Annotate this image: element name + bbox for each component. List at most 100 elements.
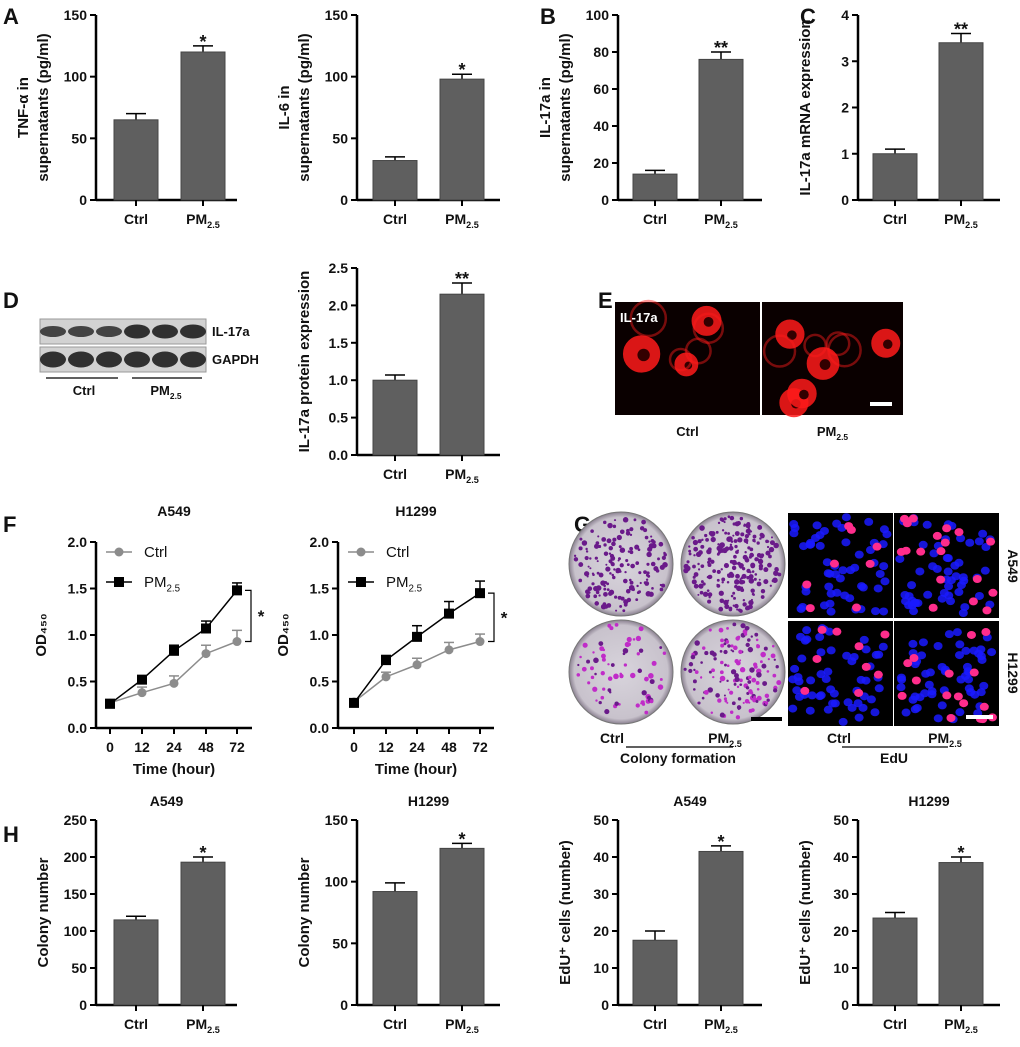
- colony: [758, 563, 764, 569]
- colony: [720, 638, 724, 643]
- dapi-nucleus: [789, 520, 799, 529]
- colony: [700, 544, 705, 549]
- y-tick-label: 0: [340, 192, 348, 208]
- edu-caption: EdU: [880, 750, 908, 766]
- dapi-nucleus: [978, 529, 988, 538]
- chart-title: H1299: [908, 793, 949, 809]
- blot-band: [124, 324, 150, 339]
- colony: [737, 697, 742, 701]
- y-tick-label: 50: [593, 812, 609, 828]
- colony: [638, 626, 644, 632]
- dapi-nucleus: [974, 537, 984, 546]
- colony: [766, 670, 770, 673]
- colony: [773, 542, 779, 549]
- dapi-nucleus: [861, 676, 871, 685]
- colony: [734, 659, 739, 664]
- edu-positive-nucleus: [896, 547, 906, 556]
- colony: [700, 564, 705, 569]
- colony: [691, 579, 697, 585]
- colony: [627, 642, 631, 647]
- colony: [748, 578, 755, 584]
- colony: [700, 661, 703, 664]
- y-tick-label: 2.0: [329, 297, 349, 313]
- cell: [692, 312, 725, 344]
- panel-letter-E: E: [598, 288, 613, 313]
- dapi-nucleus: [929, 549, 939, 558]
- colony: [731, 565, 737, 571]
- scale-bar: [751, 717, 782, 721]
- x-tick-label: PM2.5: [704, 211, 738, 230]
- y-tick-label: 40: [593, 118, 609, 134]
- chart-H4: 0 10 20 30 40 50 EdU⁺ cells (number) H1299 Ctrl P…: [797, 793, 1000, 1035]
- x-tick-label: Ctrl: [124, 1016, 148, 1032]
- dapi-nucleus: [956, 534, 966, 543]
- colony: [747, 575, 750, 579]
- colony: [739, 667, 746, 673]
- y-tick-label: 0: [601, 192, 609, 208]
- colony: [614, 623, 619, 627]
- x-tick-label: Ctrl: [383, 211, 407, 227]
- colony: [629, 527, 634, 532]
- colony: [769, 540, 775, 546]
- colony: [629, 533, 633, 537]
- y-axis-label: IL-6 in: [276, 85, 293, 129]
- x-tick-label: Ctrl: [383, 466, 407, 482]
- bar-Ctrl: [872, 153, 918, 201]
- colony: [740, 623, 746, 629]
- colony: [639, 526, 645, 531]
- colony: [748, 599, 754, 606]
- colony: [601, 537, 607, 542]
- significance-marker: **: [954, 20, 968, 40]
- colony: [703, 689, 709, 695]
- colony: [709, 531, 716, 537]
- edu-positive-nucleus: [865, 559, 875, 568]
- colony: [581, 666, 587, 672]
- colony: [741, 566, 746, 571]
- dapi-nucleus: [909, 607, 919, 616]
- colony: [767, 658, 770, 661]
- colony: [737, 537, 743, 543]
- y-tick-label: 1.5: [310, 581, 330, 597]
- data-point-PM2.5: [444, 608, 454, 619]
- colony: [729, 515, 735, 521]
- bar-Ctrl: [632, 939, 678, 1006]
- colony: [742, 602, 747, 607]
- edu-positive-nucleus: [873, 670, 883, 679]
- colony: [760, 651, 766, 658]
- colony: [730, 669, 737, 675]
- dapi-nucleus: [854, 550, 864, 559]
- significance-marker: *: [258, 607, 265, 626]
- y-axis-label: IL-17a protein expression: [296, 271, 313, 453]
- colony: [705, 537, 709, 542]
- dapi-nucleus: [974, 591, 984, 600]
- data-point-PM2.5: [232, 585, 242, 596]
- dapi-nucleus: [812, 521, 822, 530]
- colony: [761, 663, 767, 669]
- y-tick-label: 1.0: [310, 627, 330, 643]
- bar-Ctrl: [113, 119, 159, 201]
- y-axis-label: supernatants (pg/ml): [557, 33, 574, 181]
- colony: [729, 710, 734, 715]
- dapi-nucleus: [879, 562, 889, 571]
- dapi-nucleus: [979, 681, 989, 690]
- colony: [777, 572, 782, 577]
- colony: [697, 593, 700, 596]
- label-main: PM: [944, 211, 965, 227]
- colony: [603, 591, 608, 597]
- dapi-nucleus: [854, 713, 864, 722]
- label-main: PM: [704, 211, 725, 227]
- edu-positive-nucleus: [969, 668, 979, 677]
- edu-positive-nucleus: [942, 524, 952, 533]
- colony: [742, 598, 746, 602]
- dapi-nucleus: [922, 520, 932, 529]
- colony: [727, 599, 730, 602]
- colony: [765, 550, 771, 556]
- colony: [750, 635, 753, 638]
- colony: [724, 604, 730, 610]
- chart-title: A549: [157, 503, 191, 519]
- colony: [692, 679, 697, 684]
- blot-band: [40, 326, 66, 337]
- stain-label: IL-17a: [620, 310, 658, 325]
- colony: [619, 595, 622, 599]
- plate-group-label: PM2.5: [708, 730, 742, 749]
